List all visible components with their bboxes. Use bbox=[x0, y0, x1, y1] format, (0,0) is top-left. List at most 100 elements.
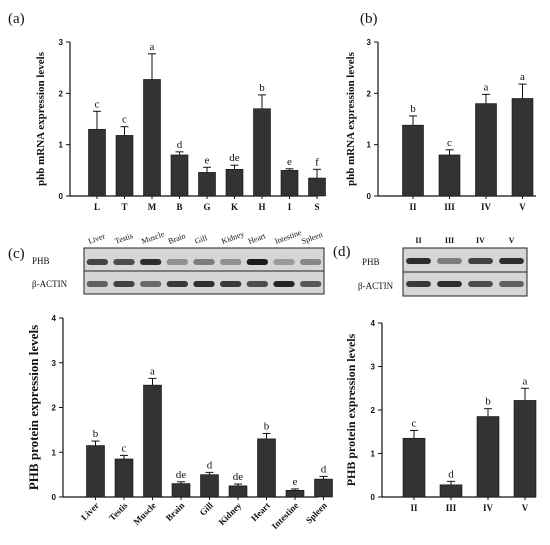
bar-IV bbox=[475, 103, 497, 197]
significance-letter: d bbox=[448, 468, 454, 480]
y-axis-title: PHB protein expression levels bbox=[26, 325, 41, 490]
actin-band bbox=[220, 281, 242, 287]
bar-M bbox=[143, 79, 161, 197]
blot-lane-label: V bbox=[509, 236, 515, 245]
significance-letter: c bbox=[447, 137, 452, 149]
chart-b: 0 1 2 3 phb mRNA expression levels b II c III a IV… bbox=[345, 38, 536, 212]
blot-lane-label: Liver bbox=[87, 231, 107, 245]
y-axis-title: phb mRNA expression levels bbox=[35, 51, 47, 186]
phb-band bbox=[246, 259, 268, 265]
phb-band bbox=[166, 259, 188, 265]
phb-band bbox=[468, 258, 493, 264]
bar-I bbox=[280, 170, 299, 197]
bar-K bbox=[225, 169, 244, 197]
phb-band bbox=[406, 258, 431, 264]
chart-a: 0 1 2 3 phb mRNA expression levels c Lc Ta Md Be G… bbox=[35, 38, 326, 212]
significance-letter: c bbox=[95, 98, 100, 110]
category-label: H bbox=[258, 202, 265, 212]
bar-V bbox=[513, 400, 537, 498]
actin-band bbox=[113, 281, 135, 287]
phb-band bbox=[273, 259, 295, 265]
significance-letter: c bbox=[412, 417, 417, 429]
category-label: G bbox=[203, 202, 210, 212]
y-tick-label: 2 bbox=[367, 89, 372, 98]
phb-band bbox=[499, 258, 524, 264]
phb-band bbox=[437, 258, 462, 264]
y-tick-label: 1 bbox=[371, 450, 376, 459]
y-axis-title: PHB protein expression levels bbox=[344, 333, 358, 486]
category-label: S bbox=[314, 202, 319, 212]
significance-letter: b bbox=[410, 103, 416, 115]
bar-L bbox=[88, 128, 106, 197]
significance-letter: b bbox=[93, 428, 99, 440]
blot-lane-label: Kidney bbox=[220, 229, 245, 246]
panel-label-d: (d) bbox=[333, 244, 351, 260]
blot-lane-label: Brain bbox=[167, 231, 187, 246]
category-label: M bbox=[148, 202, 157, 212]
bar-T bbox=[115, 135, 134, 197]
bar-Gill bbox=[200, 474, 219, 498]
bar-Intestine bbox=[285, 489, 305, 498]
category-label: Heart bbox=[249, 500, 272, 523]
y-tick-label: 2 bbox=[371, 406, 376, 415]
y-tick-label: 0 bbox=[367, 192, 372, 201]
y-tick-label: 0 bbox=[52, 493, 57, 502]
actin-band bbox=[499, 281, 524, 287]
phb-band bbox=[193, 259, 215, 265]
bar-Liver bbox=[86, 445, 105, 498]
western-blot-d: PHB β-ACTIN II III IV V bbox=[358, 236, 528, 297]
category-label: K bbox=[231, 202, 238, 212]
y-tick-label: 2 bbox=[52, 404, 57, 413]
significance-letter: d bbox=[207, 459, 213, 471]
category-label: Spleen bbox=[304, 500, 329, 525]
significance-letter: b bbox=[264, 420, 270, 432]
y-tick-label: 3 bbox=[59, 38, 64, 47]
blot-lane-label: II bbox=[415, 236, 421, 245]
phb-band bbox=[113, 259, 135, 265]
bar-IV bbox=[476, 416, 500, 498]
category-label: Kidney bbox=[217, 500, 244, 527]
y-tick-label: 3 bbox=[52, 359, 57, 368]
bar-III bbox=[438, 154, 461, 197]
actin-band bbox=[300, 281, 322, 287]
category-label: II bbox=[409, 202, 417, 212]
blot-lane-label: Testis bbox=[114, 231, 135, 246]
bar-II bbox=[402, 124, 424, 197]
chart-c: 0 1 2 3 4 PHB protein expression levels b Liver… bbox=[26, 314, 333, 531]
category-label: V bbox=[519, 202, 526, 212]
phb-band bbox=[220, 259, 242, 265]
actin-band bbox=[140, 281, 162, 287]
blot-lane-label: Gill bbox=[194, 233, 210, 246]
bar-S bbox=[308, 177, 326, 197]
phb-band bbox=[140, 259, 162, 265]
category-label: Intestine bbox=[270, 500, 301, 531]
bar-H bbox=[253, 108, 271, 197]
y-tick-label: 4 bbox=[371, 319, 376, 328]
chart-d: 0 1 2 3 4 PHB protein expression levels c II d II… bbox=[344, 319, 537, 513]
category-label: Testis bbox=[107, 500, 130, 523]
significance-letter: c bbox=[122, 114, 127, 126]
category-label: L bbox=[94, 202, 100, 212]
bar-Testis bbox=[114, 458, 134, 498]
bar-III bbox=[439, 484, 463, 498]
actin-band bbox=[468, 281, 493, 287]
category-label: III bbox=[446, 503, 457, 513]
category-label: IV bbox=[483, 503, 494, 513]
category-label: IV bbox=[481, 202, 492, 212]
significance-letter: d bbox=[321, 463, 327, 475]
category-label: Gill bbox=[198, 500, 216, 518]
significance-letter: de bbox=[233, 471, 244, 483]
significance-letter: a bbox=[150, 41, 155, 53]
blot-c-row-actin: β-ACTIN bbox=[32, 279, 68, 289]
significance-letter: a bbox=[523, 375, 528, 387]
bar-B bbox=[170, 154, 189, 197]
bar-Heart bbox=[257, 438, 276, 498]
significance-letter: c bbox=[122, 442, 127, 454]
phb-band bbox=[86, 259, 108, 265]
category-label: B bbox=[176, 202, 182, 212]
significance-letter: f bbox=[315, 156, 319, 168]
blot-lane-label: Intestine bbox=[274, 228, 303, 246]
actin-band bbox=[437, 281, 462, 287]
y-tick-label: 1 bbox=[367, 141, 372, 150]
significance-letter: e bbox=[287, 156, 292, 168]
